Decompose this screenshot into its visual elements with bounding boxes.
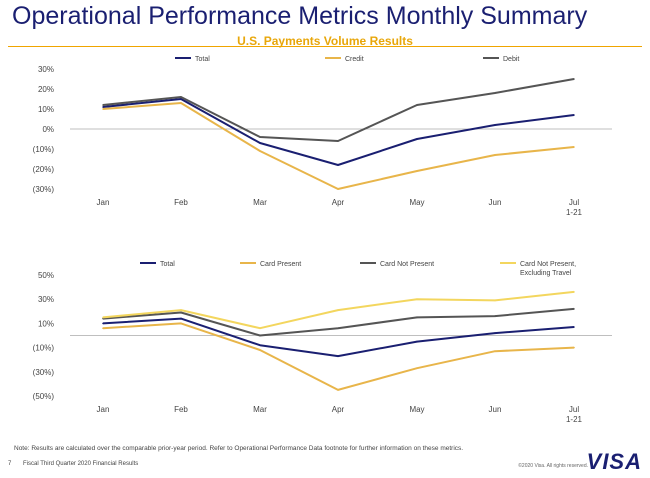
chart2-data-point: [102, 327, 104, 330]
title-divider: [8, 46, 642, 47]
chart2-data-point: [180, 309, 182, 311]
chart2-data-point: [259, 344, 261, 347]
chart1-y-tick-label: 10%: [38, 105, 54, 114]
chart1-series-line-3: [102, 78, 575, 142]
chart1-y-tick-label: (30%): [33, 185, 55, 194]
chart2-x-tick-label: Apr: [332, 405, 345, 414]
chart1-data-point: [494, 92, 496, 94]
chart2-data-point: [416, 367, 418, 370]
chart1-x-tick-label: Jun: [489, 198, 502, 207]
chart2-y-tick-label: 30%: [38, 295, 54, 304]
chart2-data-point: [102, 316, 104, 319]
chart1-x-tick-label: Jul: [569, 198, 579, 207]
chart1-data-point: [180, 98, 182, 100]
page-title: Operational Performance Metrics Monthly …: [12, 2, 588, 30]
chart1-data-point: [337, 140, 339, 142]
chart2-data-point: [259, 334, 261, 337]
chart2-legend-label: Card Not Present,: [520, 261, 576, 268]
chart2-data-point: [416, 316, 418, 319]
chart1-data-point: [416, 138, 418, 140]
chart1-data-point: [180, 102, 182, 104]
chart1-y-tick-label: (20%): [33, 165, 55, 174]
logo-text: VISA: [586, 449, 642, 474]
chart2-y-tick-label: 10%: [38, 319, 54, 328]
chart1-series-line-2: [102, 102, 575, 190]
chart1-y-tick-label: 30%: [38, 65, 54, 74]
chart1-data-point: [494, 124, 496, 126]
visa-logo: VISA: [587, 449, 642, 475]
chart1-data-point: [102, 106, 104, 108]
chart1-x-tick-label: Jan: [97, 198, 110, 207]
chart2-data-point: [573, 291, 575, 293]
chart2-x-tick-label: Feb: [174, 405, 188, 414]
chart1-data-point: [259, 136, 261, 138]
chart1-data-point: [102, 104, 104, 106]
chart1-data-point: [573, 114, 575, 116]
chart1-data-point: [416, 170, 418, 172]
chart2-data-point: [337, 327, 339, 330]
chart1-y-tick-label: 0%: [42, 125, 54, 134]
page-number: 7: [8, 461, 12, 467]
chart2-data-point: [416, 340, 418, 343]
chart-subtitle: U.S. Payments Volume Results: [237, 34, 413, 48]
chart1-y-tick-label: (10%): [33, 145, 55, 154]
chart2-y-tick-label: 50%: [38, 271, 54, 280]
chart2-data-point: [180, 311, 182, 314]
chart2-data-point: [494, 350, 496, 353]
chart1-x-tick-label: 1-21: [566, 208, 583, 217]
chart1-data-point: [337, 188, 339, 190]
chart1-x-tick-label: Mar: [253, 198, 267, 207]
chart2-x-tick-label: Jun: [489, 405, 502, 414]
chart2-data-point: [337, 389, 339, 391]
chart1-legend-label: Credit: [345, 56, 364, 63]
chart1-data-point: [180, 96, 182, 98]
chart2-data-point: [180, 317, 182, 320]
chart1-x-tick-label: Apr: [332, 198, 345, 207]
chart2-legend-label: Card Present: [260, 261, 301, 268]
chart1-data-point: [573, 78, 575, 80]
chart1-data-point: [416, 104, 418, 106]
chart2-data-point: [494, 332, 496, 334]
chart1-data-point: [573, 146, 575, 148]
page-footer: 7 Fiscal Third Quarter 2020 Financial Re…: [8, 461, 138, 467]
chart2-data-point: [102, 322, 104, 325]
chart2-y-tick-label: (10%): [33, 344, 55, 353]
chart2-legend-label: Card Not Present: [380, 261, 434, 268]
chart2-legend-label: Excluding Travel: [520, 270, 572, 277]
chart2-y-tick-label: (50%): [33, 392, 55, 401]
chart2-data-point: [494, 315, 496, 317]
chart1-data-point: [102, 108, 104, 110]
chart1-data-point: [337, 164, 339, 166]
footnote: Note: Results are calculated over the co…: [14, 445, 464, 452]
chart1-legend-label: Debit: [503, 56, 519, 63]
chart1-data-point: [259, 142, 261, 144]
chart2-x-tick-label: Jul: [569, 405, 579, 414]
chart2-data-point: [180, 322, 182, 325]
chart2-data-point: [259, 327, 261, 330]
chart2-x-tick-label: 1-21: [566, 415, 583, 424]
chart1-data-point: [494, 154, 496, 156]
chart1-y-tick-label: 20%: [38, 85, 54, 94]
chart2-x-tick-label: Mar: [253, 405, 267, 414]
chart2-data-point: [259, 349, 261, 351]
chart2-data-point: [416, 298, 418, 301]
chart2-data-point: [573, 346, 575, 349]
chart2-data-point: [573, 326, 575, 328]
chart2-x-tick-label: May: [409, 405, 424, 414]
chart2-y-tick-label: (30%): [33, 368, 55, 377]
chart2-data-point: [573, 308, 575, 310]
chart2-x-tick-label: Jan: [97, 405, 110, 414]
chart2-data-point: [494, 299, 496, 302]
chart1-legend-label: Total: [195, 56, 210, 63]
copyright-text: ©2020 Visa. All rights reserved.: [518, 463, 588, 469]
document-title: Fiscal Third Quarter 2020 Financial Resu…: [23, 461, 139, 467]
chart2-legend-label: Total: [160, 261, 175, 268]
chart1-x-tick-label: Feb: [174, 198, 188, 207]
chart2-data-point: [337, 355, 339, 357]
chart1-data-point: [259, 150, 261, 152]
chart2-data-point: [337, 309, 339, 311]
chart1-x-tick-label: May: [409, 198, 424, 207]
